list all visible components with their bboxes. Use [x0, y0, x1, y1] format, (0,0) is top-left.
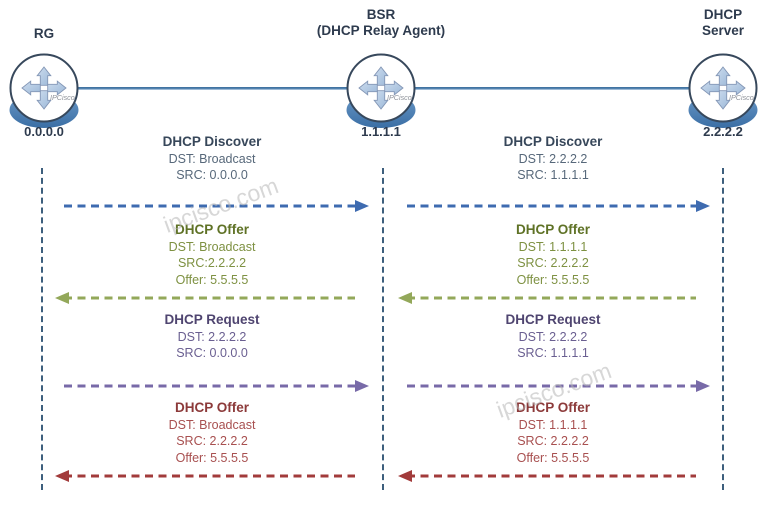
svg-text:IPCisco: IPCisco — [729, 93, 754, 102]
svg-text:IPCisco: IPCisco — [50, 93, 75, 102]
svg-text:IPCisco: IPCisco — [387, 93, 412, 102]
